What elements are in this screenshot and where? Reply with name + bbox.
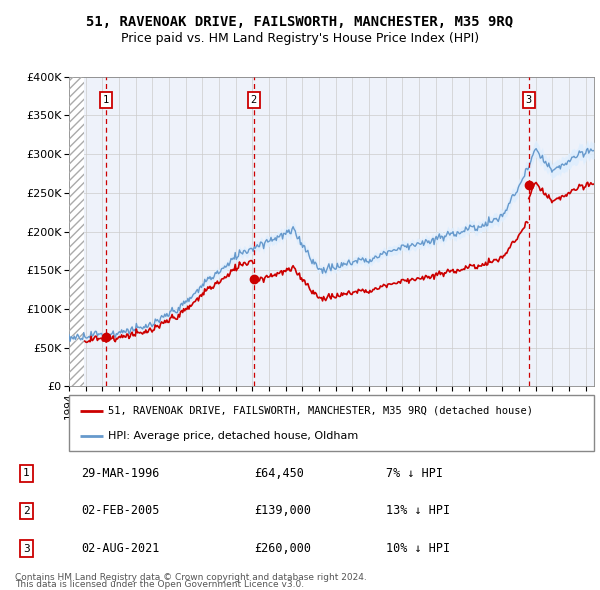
Text: 2: 2 xyxy=(23,506,30,516)
Text: 7% ↓ HPI: 7% ↓ HPI xyxy=(386,467,443,480)
Text: £139,000: £139,000 xyxy=(254,504,311,517)
Text: 3: 3 xyxy=(23,544,30,553)
Text: HPI: Average price, detached house, Oldham: HPI: Average price, detached house, Oldh… xyxy=(109,431,359,441)
FancyBboxPatch shape xyxy=(69,395,594,451)
Text: 29-MAR-1996: 29-MAR-1996 xyxy=(81,467,160,480)
Text: 51, RAVENOAK DRIVE, FAILSWORTH, MANCHESTER, M35 9RQ: 51, RAVENOAK DRIVE, FAILSWORTH, MANCHEST… xyxy=(86,15,514,29)
Text: 02-AUG-2021: 02-AUG-2021 xyxy=(81,542,160,555)
Text: £64,450: £64,450 xyxy=(254,467,304,480)
Text: £260,000: £260,000 xyxy=(254,542,311,555)
Bar xyxy=(69,77,84,386)
Text: Contains HM Land Registry data © Crown copyright and database right 2024.: Contains HM Land Registry data © Crown c… xyxy=(15,573,367,582)
Text: 10% ↓ HPI: 10% ↓ HPI xyxy=(386,542,451,555)
Text: 51, RAVENOAK DRIVE, FAILSWORTH, MANCHESTER, M35 9RQ (detached house): 51, RAVENOAK DRIVE, FAILSWORTH, MANCHEST… xyxy=(109,406,533,416)
Text: 02-FEB-2005: 02-FEB-2005 xyxy=(81,504,160,517)
Text: Price paid vs. HM Land Registry's House Price Index (HPI): Price paid vs. HM Land Registry's House … xyxy=(121,32,479,45)
Text: 3: 3 xyxy=(526,95,532,105)
Text: This data is licensed under the Open Government Licence v3.0.: This data is licensed under the Open Gov… xyxy=(15,580,304,589)
Text: 1: 1 xyxy=(23,468,30,478)
Text: 1: 1 xyxy=(103,95,109,105)
Text: 2: 2 xyxy=(251,95,257,105)
Text: 13% ↓ HPI: 13% ↓ HPI xyxy=(386,504,451,517)
Bar xyxy=(69,77,84,386)
